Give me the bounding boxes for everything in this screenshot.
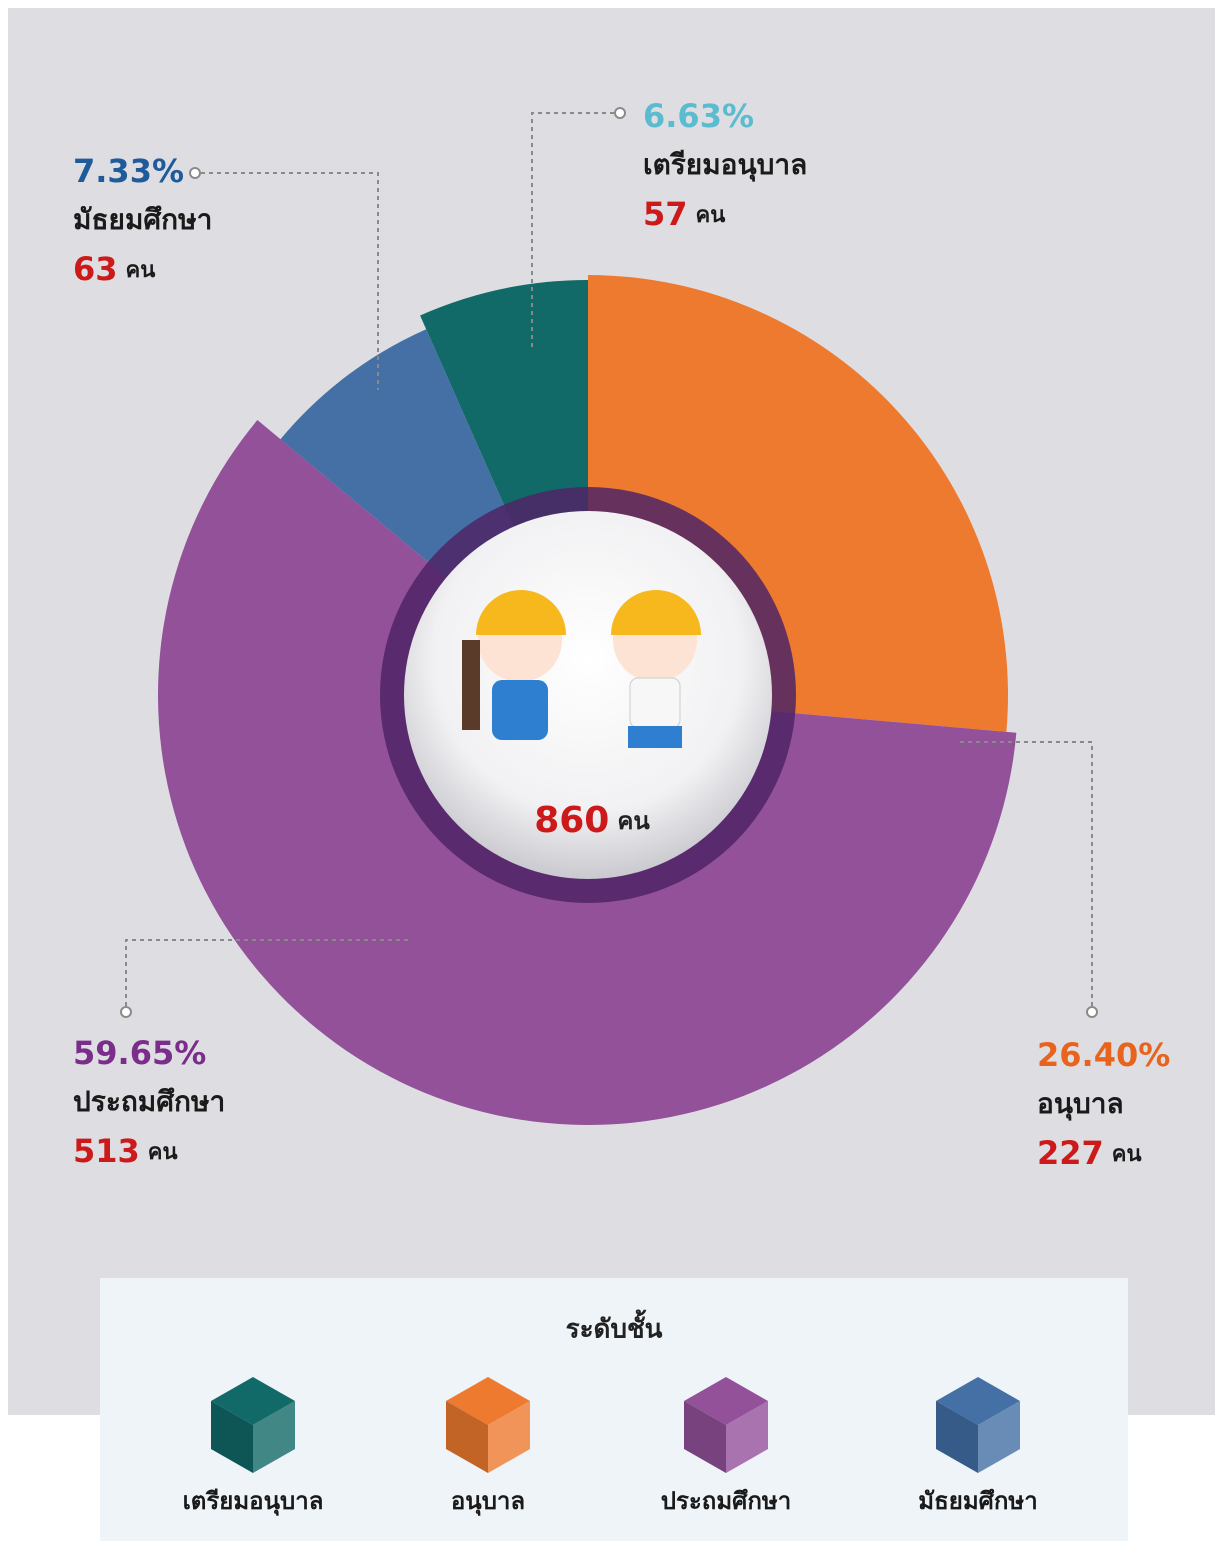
total-unit: คน xyxy=(617,807,650,835)
legend-title: ระดับชั้น xyxy=(566,1309,663,1345)
leader-dot xyxy=(1087,1007,1097,1017)
total-value: 860 xyxy=(534,800,609,841)
category-label: อนุบาล xyxy=(1037,1087,1124,1121)
count-unit: คน xyxy=(696,203,726,228)
percent-label: 7.33% xyxy=(73,152,184,190)
category-label: เตรียมอนุบาล xyxy=(643,148,807,182)
count-unit: คน xyxy=(1112,1142,1142,1167)
total-label: 860 คน xyxy=(534,800,650,841)
legend-label: ประถมศึกษา xyxy=(661,1487,791,1515)
chart: 860 คน ระดับชั้น 6.63% เตรียมอนุบาล 57 คน 26.… xyxy=(0,0,1215,1541)
leader-dot xyxy=(121,1007,131,1017)
count-value: 227 xyxy=(1037,1134,1104,1172)
leader-dot xyxy=(615,108,625,118)
percent-label: 26.40% xyxy=(1037,1036,1170,1074)
page: 860 คน ระดับชั้น 6.63% เตรียมอนุบาล 57 คน 26.… xyxy=(0,0,1215,1541)
count-unit: คน xyxy=(126,258,156,283)
leader-dot xyxy=(190,168,200,178)
percent-label: 6.63% xyxy=(643,97,754,135)
count-value: 63 xyxy=(73,250,118,288)
category-label: มัธยมศึกษา xyxy=(73,203,212,236)
count-unit: คน xyxy=(148,1140,178,1165)
percent-label: 59.65% xyxy=(73,1034,206,1072)
legend-label: อนุบาล xyxy=(451,1487,525,1517)
category-label: ประถมศึกษา xyxy=(73,1085,225,1118)
legend-label: มัธยมศึกษา xyxy=(918,1487,1037,1515)
legend-label: เตรียมอนุบาล xyxy=(183,1487,324,1517)
count-value: 57 xyxy=(643,195,688,233)
count-value: 513 xyxy=(73,1132,140,1170)
